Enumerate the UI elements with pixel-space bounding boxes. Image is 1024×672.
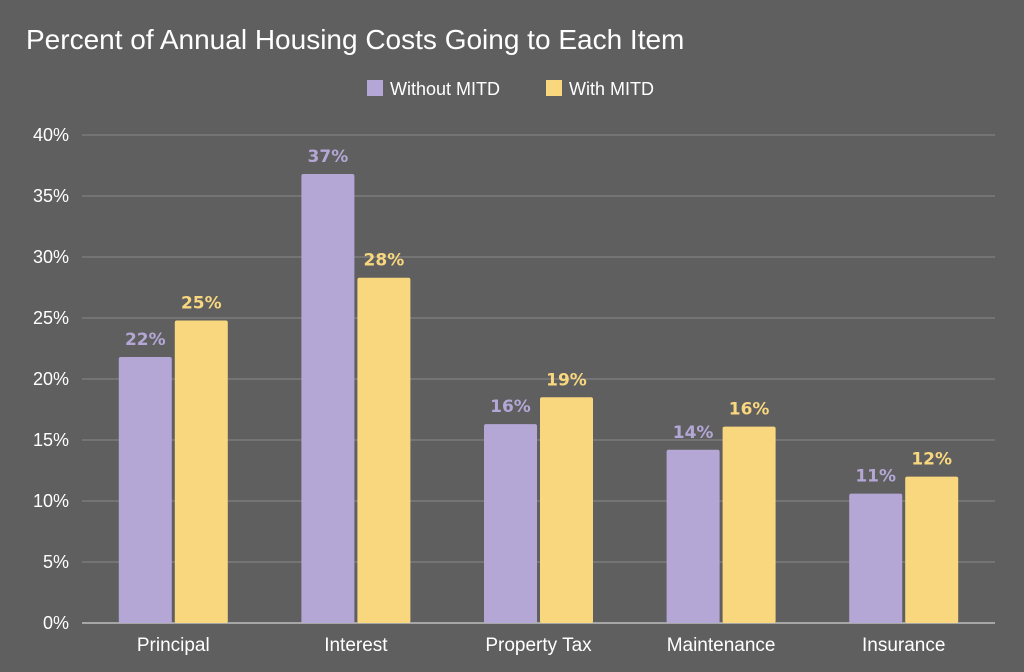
y-tick-label: 35%: [33, 186, 69, 206]
bar-with-mitd: [540, 397, 593, 623]
data-label: 16%: [490, 397, 531, 417]
data-labels: 22% 25% 37% 28% 16% 19% 14% 16% 11% 12%: [125, 147, 952, 487]
bar-without-mitd: [484, 424, 537, 623]
x-category-label: Insurance: [862, 635, 945, 656]
y-tick-label: 15%: [33, 430, 69, 450]
y-tick-label: 0%: [43, 613, 69, 633]
data-label: 16%: [729, 400, 770, 420]
x-category-label: Maintenance: [667, 635, 776, 656]
bar-with-mitd: [905, 476, 959, 623]
y-tick-label: 10%: [33, 491, 69, 511]
x-axis-categories: Principal Interest Property Tax Maintenance…: [137, 635, 946, 656]
x-category-label: Interest: [324, 635, 388, 656]
y-tick-label: 25%: [33, 308, 69, 328]
bar-without-mitd: [666, 449, 720, 623]
bars: [118, 174, 959, 624]
bar-with-mitd: [174, 320, 228, 623]
y-tick-label: 5%: [43, 552, 69, 572]
bar-without-mitd: [301, 174, 355, 624]
y-tick-label: 30%: [33, 247, 69, 267]
legend-label-without-mitd: Without MITD: [390, 79, 500, 99]
data-label: 25%: [181, 293, 222, 313]
bar-with-mitd: [357, 277, 411, 623]
data-label: 19%: [546, 370, 587, 390]
bar-with-mitd: [722, 426, 776, 623]
bar-without-mitd: [849, 493, 903, 623]
data-label: 37%: [308, 147, 349, 167]
bar-without-mitd: [118, 357, 172, 623]
legend-label-with-mitd: With MITD: [569, 79, 654, 99]
y-axis-ticks: 0% 5% 10% 15% 20% 25% 30% 35% 40%: [33, 125, 69, 633]
y-tick-label: 40%: [33, 125, 69, 145]
x-category-label: Property Tax: [485, 635, 592, 656]
data-label: 22%: [125, 330, 166, 350]
chart-title: Percent of Annual Housing Costs Going to…: [26, 24, 684, 55]
legend-swatch-with-mitd: [546, 80, 562, 96]
data-label: 12%: [911, 450, 952, 470]
data-label: 14%: [673, 423, 714, 443]
data-label: 11%: [855, 467, 896, 487]
x-category-label: Principal: [137, 635, 210, 656]
legend: Without MITD With MITD: [367, 79, 654, 99]
data-label: 28%: [364, 251, 405, 271]
legend-swatch-without-mitd: [367, 80, 383, 96]
y-tick-label: 20%: [33, 369, 69, 389]
gridlines: [82, 134, 995, 624]
